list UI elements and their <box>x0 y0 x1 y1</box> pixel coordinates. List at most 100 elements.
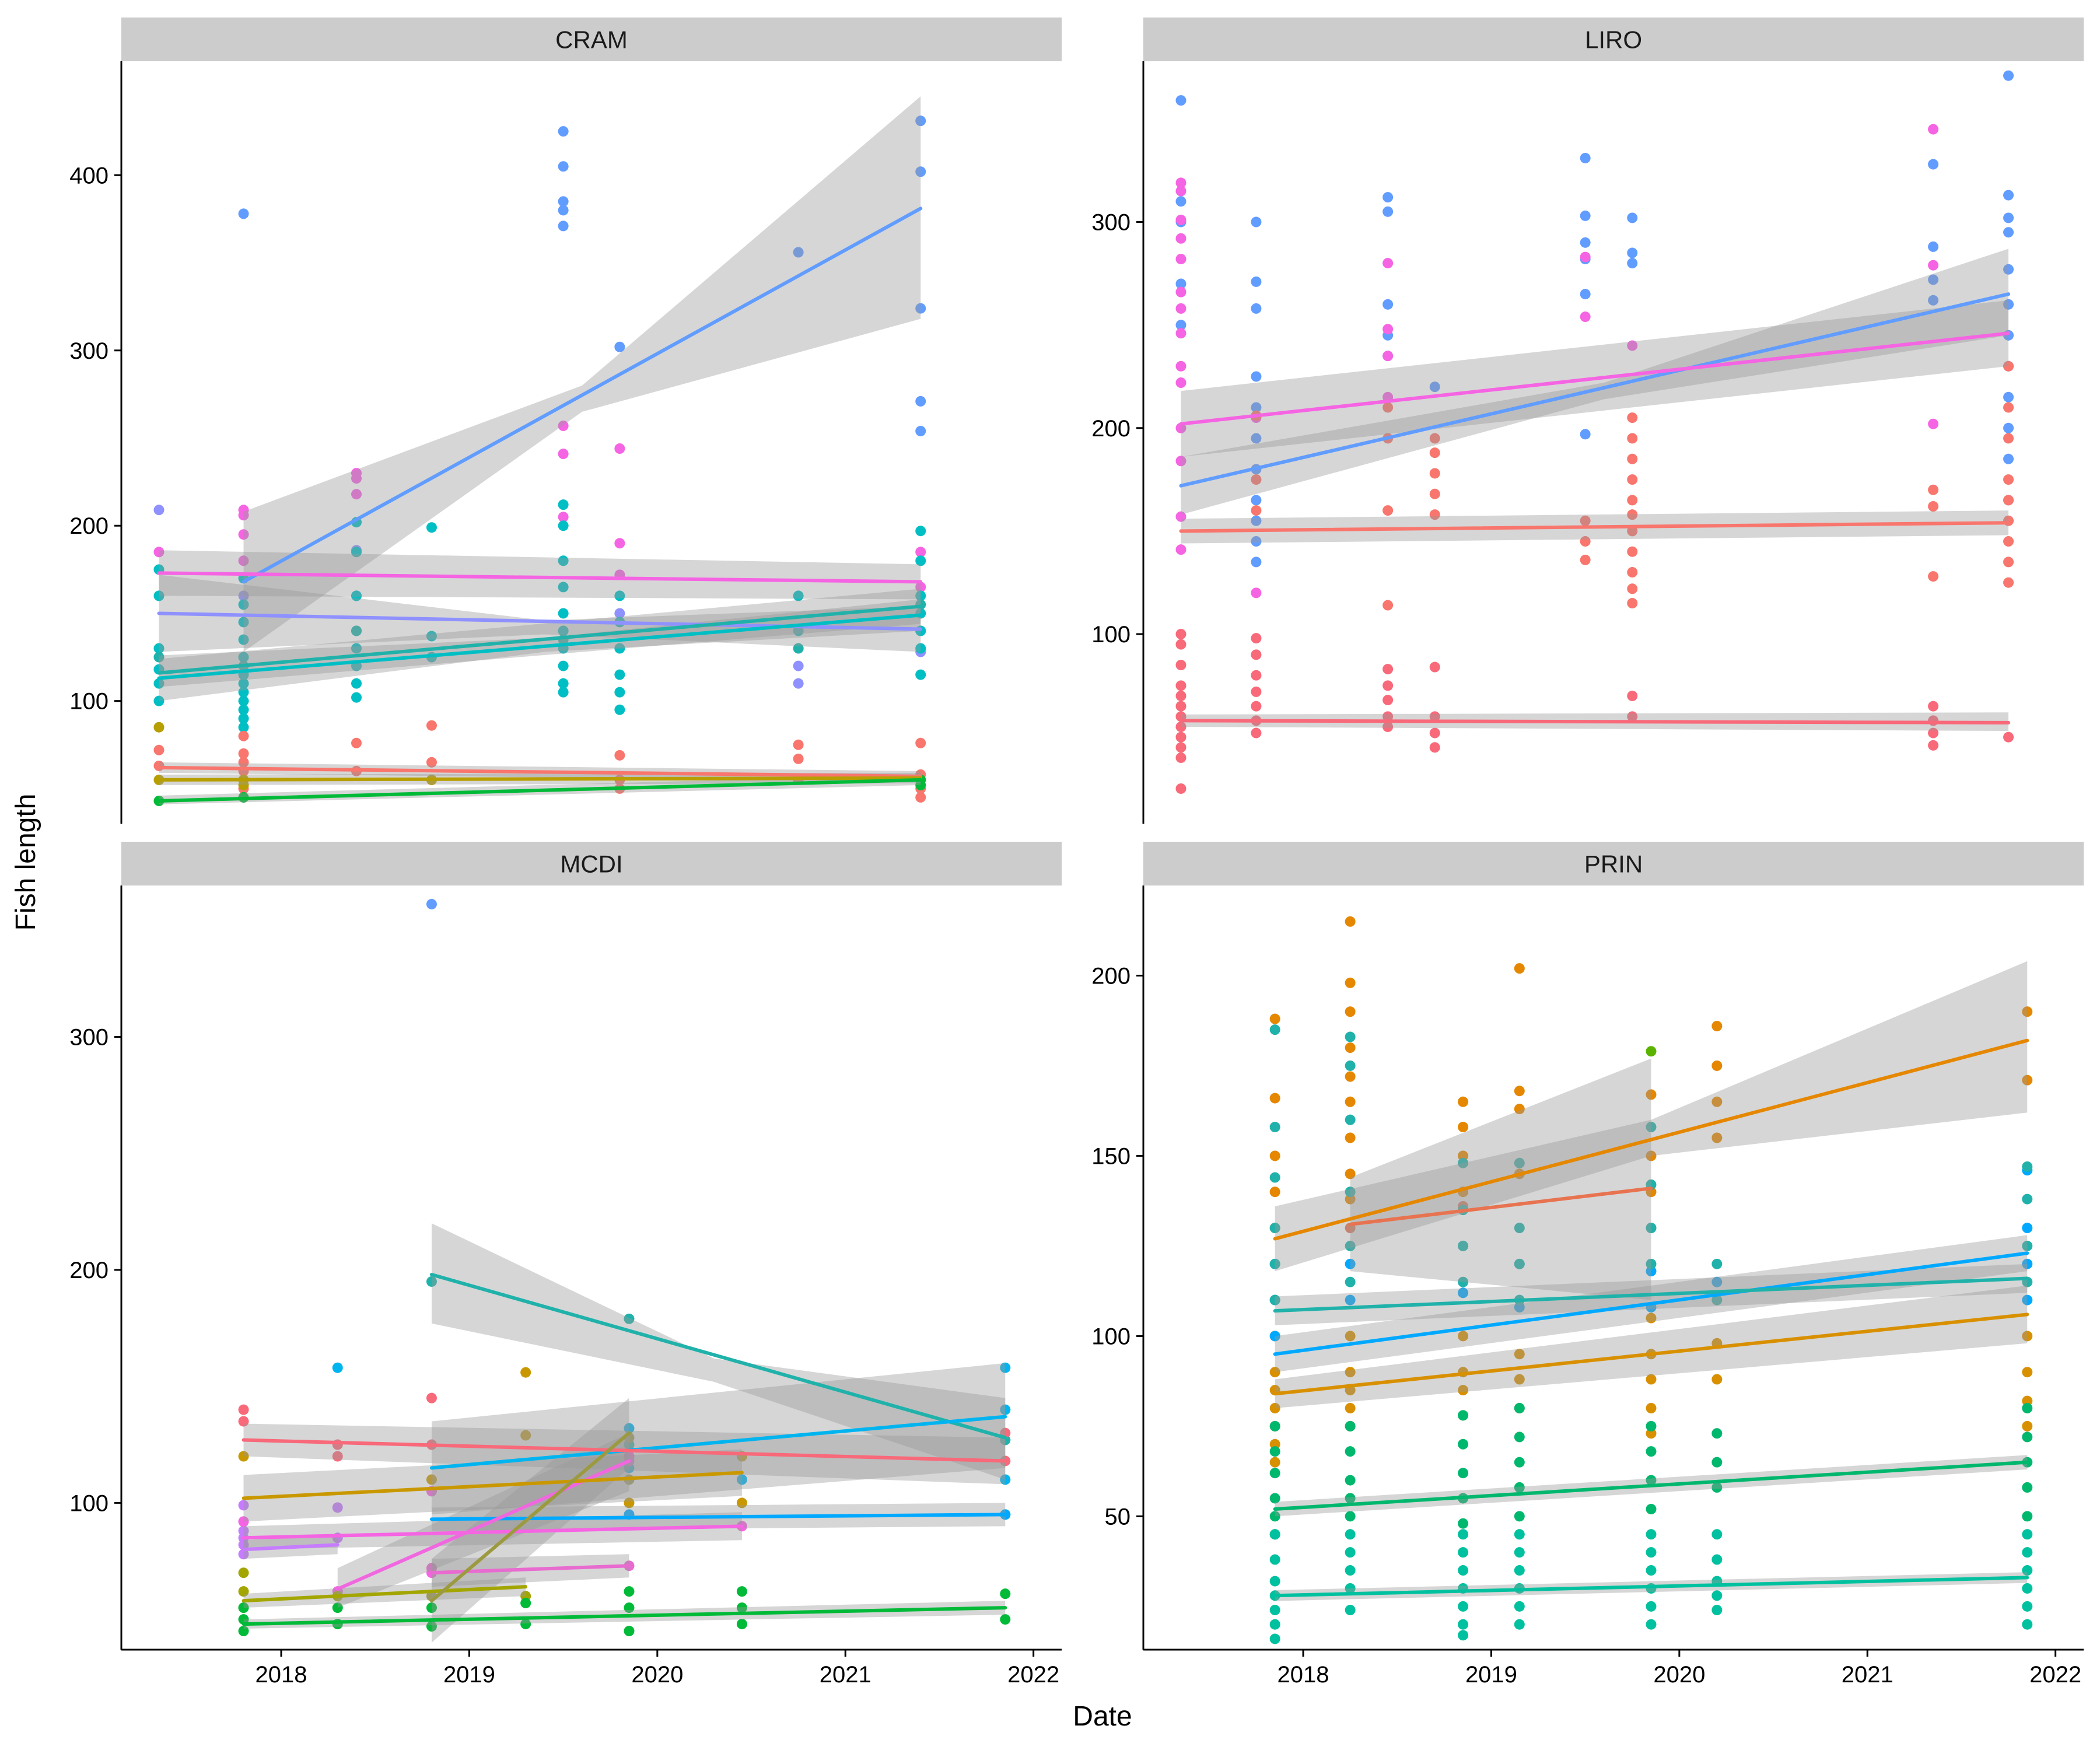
y-tick-label: 300 <box>1091 210 1130 236</box>
data-point <box>238 1404 249 1415</box>
data-point <box>1712 1258 1723 1269</box>
data-point <box>1175 783 1186 794</box>
y-tick-label: 100 <box>69 689 108 715</box>
data-point <box>1514 1157 1525 1168</box>
facet-strip <box>121 18 1062 61</box>
trend-line <box>1179 719 2011 724</box>
x-tick-label: 2020 <box>631 1662 683 1688</box>
data-point <box>238 529 249 540</box>
data-point <box>1646 1402 1657 1413</box>
data-point <box>1646 1619 1657 1630</box>
data-point <box>793 739 804 750</box>
data-point <box>558 161 569 172</box>
data-point <box>1646 1258 1657 1269</box>
trend-line <box>1273 1312 2029 1396</box>
data-point <box>1345 1240 1356 1251</box>
trend-line <box>242 1524 744 1540</box>
y-tick-label: 100 <box>1091 1324 1130 1349</box>
data-point <box>793 590 804 601</box>
data-point <box>1429 509 1440 520</box>
data-point <box>1627 212 1638 223</box>
data-point <box>1269 1013 1280 1024</box>
facet-panel-mcdi: MCDI 2018 2019 2020 2021 2022 100 200 300 <box>69 842 1062 1688</box>
data-point <box>153 695 164 706</box>
data-point <box>1345 1331 1356 1342</box>
data-point <box>1345 1194 1356 1205</box>
data-point <box>614 750 625 761</box>
data-point <box>1429 727 1440 738</box>
data-point <box>238 748 249 759</box>
data-point <box>1269 1186 1280 1198</box>
data-point <box>426 631 437 642</box>
data-point <box>1345 1511 1356 1522</box>
data-point <box>558 196 569 207</box>
data-point <box>1175 196 1186 207</box>
data-point <box>238 555 249 566</box>
data-point <box>2022 1565 2033 1576</box>
data-point <box>1514 1086 1525 1097</box>
data-point <box>1580 289 1591 300</box>
facet-panels: CRAM 100 200 300 400 LIRO 100 200 300 MCDI 2018 201… <box>69 18 2084 1688</box>
data-point <box>153 652 164 663</box>
data-point <box>2022 1482 2033 1493</box>
data-point <box>1251 701 1262 712</box>
data-point <box>2022 1395 2033 1406</box>
data-point <box>1928 241 1939 252</box>
data-point <box>1712 1060 1723 1071</box>
data-point <box>1514 1601 1525 1612</box>
data-point <box>1345 1006 1356 1017</box>
data-point <box>1627 711 1638 722</box>
x-tick-label: 2022 <box>1007 1662 1059 1688</box>
data-point <box>1712 1276 1723 1287</box>
data-point <box>1458 1565 1469 1576</box>
data-point <box>1646 1089 1657 1100</box>
data-point <box>2022 1006 2033 1017</box>
data-point <box>1458 1157 1469 1168</box>
data-point <box>1382 711 1394 722</box>
data-point <box>793 643 804 654</box>
data-point <box>1000 1404 1011 1415</box>
data-point <box>238 1626 249 1637</box>
data-point <box>558 687 569 698</box>
data-point <box>153 643 164 654</box>
y-tick-label: 200 <box>1091 416 1130 442</box>
data-point <box>1646 1312 1657 1324</box>
plot-area <box>1175 70 2014 794</box>
data-point <box>915 792 926 803</box>
data-point <box>2003 212 2014 223</box>
data-point <box>1269 1493 1280 1504</box>
data-point <box>1382 299 1394 310</box>
data-point <box>614 590 625 601</box>
data-point <box>915 737 926 748</box>
data-point <box>736 1602 747 1614</box>
data-point <box>1175 456 1186 467</box>
data-point <box>1175 721 1186 732</box>
data-point <box>520 1619 531 1630</box>
data-point <box>1514 1223 1525 1234</box>
data-point <box>1175 254 1186 265</box>
data-point <box>624 1626 635 1637</box>
data-point <box>558 582 569 593</box>
x-tick-label: 2019 <box>1465 1662 1517 1688</box>
data-point <box>1251 303 1262 314</box>
data-point <box>426 757 437 768</box>
data-point <box>915 590 926 601</box>
confidence-band <box>431 1398 629 1643</box>
confidence-band <box>431 1223 1006 1480</box>
data-point <box>238 695 249 706</box>
data-point <box>736 1497 747 1508</box>
trend-line <box>157 765 923 778</box>
data-point <box>238 687 249 698</box>
trend-line <box>157 778 923 803</box>
data-point <box>1646 1223 1657 1234</box>
data-point <box>1627 526 1638 537</box>
data-point <box>1251 649 1262 660</box>
data-point <box>1251 556 1262 568</box>
data-point <box>1627 453 1638 464</box>
data-point <box>915 779 926 790</box>
data-point <box>1175 233 1186 244</box>
trend-line <box>1273 1276 2029 1313</box>
data-point <box>1345 1420 1356 1432</box>
data-point <box>426 1474 437 1485</box>
data-point <box>2022 1074 2033 1086</box>
